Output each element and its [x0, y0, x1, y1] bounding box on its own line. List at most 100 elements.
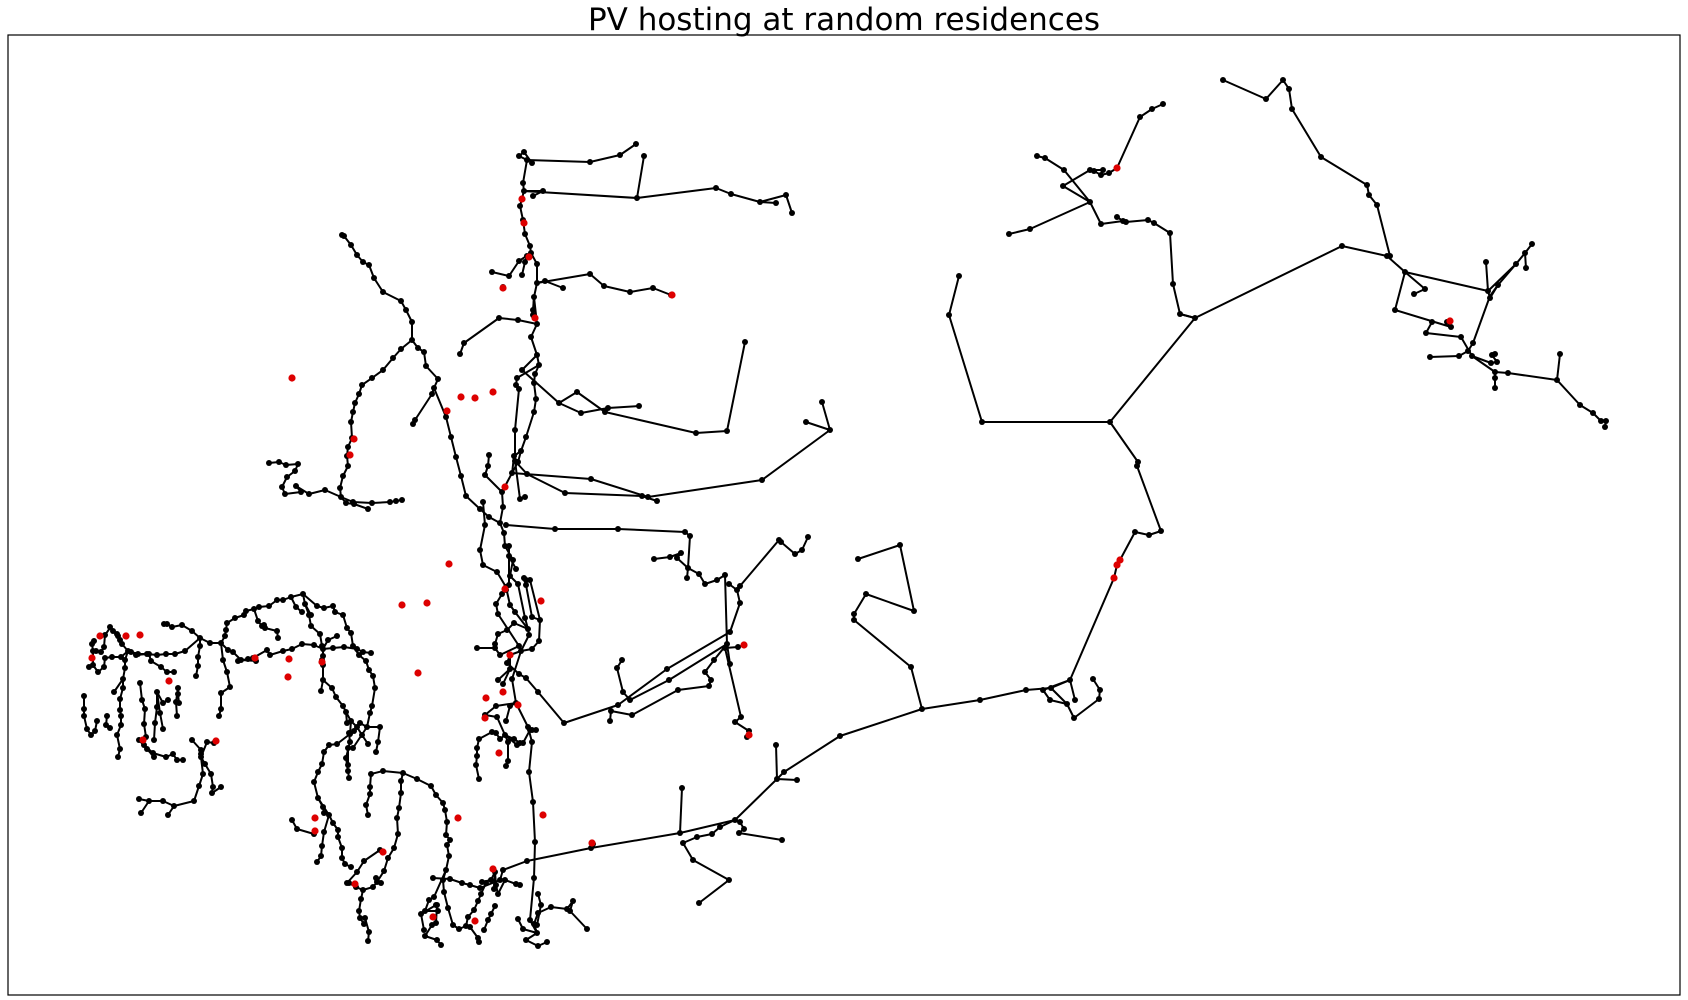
network-edge — [514, 364, 658, 502]
network-node — [726, 877, 732, 883]
network-node — [311, 779, 317, 785]
network-node — [535, 910, 541, 916]
network-node — [570, 898, 576, 904]
network-node — [527, 243, 533, 249]
network-node — [524, 157, 530, 163]
network-node — [523, 937, 529, 943]
network-node — [544, 939, 550, 945]
network-node — [398, 790, 404, 796]
network-node — [154, 704, 160, 710]
network-node — [531, 294, 537, 300]
network-node — [480, 499, 486, 505]
network-node — [109, 654, 115, 660]
network-node — [513, 566, 519, 572]
network-node — [486, 514, 492, 520]
network-node — [345, 463, 351, 469]
pv-node — [445, 560, 453, 568]
network-node — [1149, 106, 1155, 112]
network-node — [135, 651, 141, 657]
network-node — [364, 724, 370, 730]
network-node — [1006, 231, 1012, 237]
network-node — [264, 647, 270, 653]
network-node — [514, 375, 520, 381]
network-node — [179, 622, 185, 628]
network-edge — [558, 341, 746, 434]
network-node — [1485, 288, 1491, 294]
network-node — [620, 689, 626, 695]
network-node — [627, 289, 633, 295]
network-node — [1470, 340, 1476, 346]
network-edge — [477, 546, 520, 656]
network-edge — [948, 275, 1110, 423]
pv-node — [318, 658, 326, 666]
network-node — [218, 784, 224, 790]
network-node — [1522, 250, 1528, 256]
network-node — [1458, 334, 1464, 340]
network-edge — [1036, 155, 1091, 203]
network-node — [467, 924, 473, 930]
network-node — [266, 603, 272, 609]
chart-title: PV hosting at random residences — [587, 2, 1101, 38]
network-node — [1577, 402, 1583, 408]
network-node — [633, 141, 639, 147]
network-node — [1280, 77, 1286, 83]
network-node — [431, 385, 437, 391]
network-node — [232, 615, 238, 621]
network-node — [1192, 315, 1198, 321]
network-node — [398, 778, 404, 784]
network-node — [173, 699, 179, 705]
network-node — [567, 908, 573, 914]
pv-node — [414, 669, 422, 677]
network-node — [696, 900, 702, 906]
network-node — [1145, 217, 1151, 223]
network-node — [94, 718, 100, 724]
pv-node — [482, 694, 490, 702]
network-edge — [511, 472, 763, 498]
network-node — [1167, 230, 1173, 236]
network-node — [363, 658, 369, 664]
network-node — [734, 587, 740, 593]
network-node — [1488, 360, 1494, 366]
network-node — [709, 831, 715, 837]
network-node — [561, 720, 567, 726]
network-node — [538, 902, 544, 908]
network-node — [450, 922, 456, 928]
network-node — [88, 732, 94, 738]
network-node — [741, 826, 747, 832]
pv-node — [499, 284, 507, 292]
network-node — [792, 551, 798, 557]
pv-nodes — [88, 164, 1454, 925]
network-node — [356, 908, 362, 914]
network-node — [104, 713, 110, 719]
network-node — [330, 820, 336, 826]
network-node — [393, 498, 399, 504]
network-node — [641, 153, 647, 159]
network-node — [735, 644, 741, 650]
network-edge — [483, 905, 496, 931]
network-node — [321, 810, 327, 816]
network-node — [502, 732, 508, 738]
pv-node — [518, 195, 526, 203]
network-node — [343, 709, 349, 715]
network-edge — [775, 744, 778, 780]
network-node — [694, 834, 700, 840]
network-node — [517, 203, 523, 209]
network-node — [399, 497, 405, 503]
network-node — [1505, 370, 1511, 376]
network-node — [1387, 253, 1393, 259]
network-node — [789, 210, 795, 216]
network-node — [195, 663, 201, 669]
network-node — [371, 275, 377, 281]
network-node — [1411, 291, 1417, 297]
network-node — [92, 728, 98, 734]
network-node — [1423, 330, 1429, 336]
network-node — [171, 803, 177, 809]
network-node — [341, 644, 347, 650]
network-node — [164, 669, 170, 675]
network-node — [1064, 701, 1070, 707]
network-node — [381, 868, 387, 874]
network-edge — [1265, 79, 1284, 100]
network-node — [274, 597, 280, 603]
network-node — [523, 675, 529, 681]
network-node — [360, 887, 366, 893]
